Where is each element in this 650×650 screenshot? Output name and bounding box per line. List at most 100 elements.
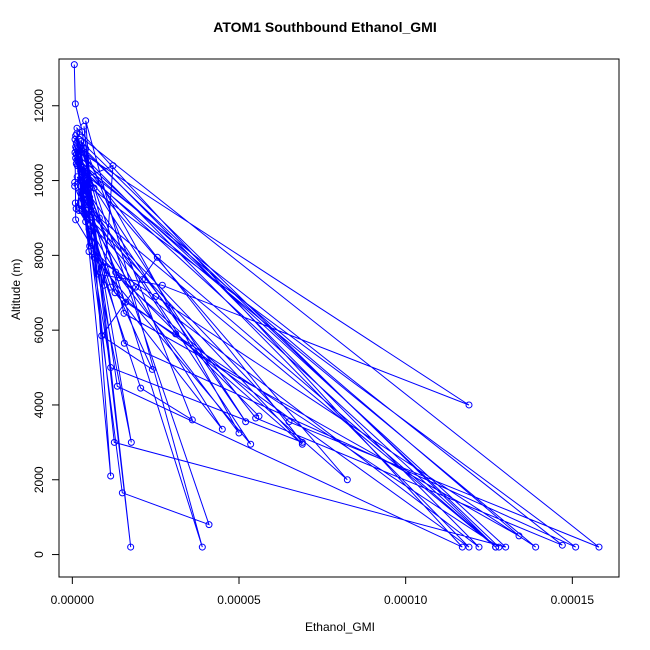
data-point xyxy=(78,173,86,181)
y-tick-label: 10000 xyxy=(32,164,46,198)
data-point xyxy=(79,195,87,203)
data-point xyxy=(188,416,196,424)
data-point xyxy=(255,412,263,420)
data-point xyxy=(148,365,156,373)
data-point xyxy=(572,543,580,551)
data-point xyxy=(83,188,91,196)
data-point xyxy=(82,210,90,218)
data-point xyxy=(343,476,351,484)
data-point xyxy=(88,233,96,241)
data-point xyxy=(72,139,80,147)
data-point xyxy=(78,206,86,214)
data-point xyxy=(595,543,603,551)
data-point xyxy=(138,276,146,284)
data-point xyxy=(77,143,85,151)
data-point xyxy=(73,124,81,132)
data-point xyxy=(93,270,101,278)
data-point xyxy=(285,418,293,426)
data-point xyxy=(107,283,115,291)
data-point xyxy=(118,489,126,497)
series-lines xyxy=(73,64,600,548)
data-point xyxy=(122,298,130,306)
data-point xyxy=(132,283,140,291)
data-point xyxy=(83,206,91,214)
data-point xyxy=(70,61,78,69)
y-axis: 0 2000 4000 6000 8000 10000 12000 xyxy=(32,89,60,558)
data-point xyxy=(100,281,108,289)
data-point xyxy=(120,309,128,317)
data-point xyxy=(515,532,523,540)
data-point xyxy=(83,180,91,188)
x-tick-label: 0.00015 xyxy=(551,593,595,607)
data-point xyxy=(95,214,103,222)
y-tick-label: 0 xyxy=(32,551,46,558)
data-point xyxy=(127,438,135,446)
x-tick-label: 0.00010 xyxy=(384,593,428,607)
data-point xyxy=(120,339,128,347)
data-point xyxy=(80,169,88,177)
data-point xyxy=(71,178,79,186)
data-point xyxy=(198,543,206,551)
data-point xyxy=(82,117,90,125)
data-point xyxy=(158,281,166,289)
x-axis: 0.00000 0.00005 0.00010 0.00015 xyxy=(51,576,595,607)
data-point xyxy=(85,201,93,209)
plot-frame xyxy=(58,58,620,578)
data-point xyxy=(72,150,80,158)
chart-title: ATOM1 Southbound Ethanol_GMI xyxy=(213,19,437,35)
data-point xyxy=(137,384,145,392)
x-tick-label: 0.00000 xyxy=(51,593,95,607)
data-point xyxy=(252,414,260,422)
data-point xyxy=(109,162,117,170)
data-point xyxy=(465,543,473,551)
data-point xyxy=(247,440,255,448)
data-point xyxy=(492,543,500,551)
data-point xyxy=(152,292,160,300)
data-point xyxy=(502,543,510,551)
data-point xyxy=(71,100,79,108)
data-point xyxy=(112,268,120,276)
data-point xyxy=(298,440,306,448)
data-point xyxy=(127,543,135,551)
data-point xyxy=(242,418,250,426)
data-point xyxy=(74,147,82,155)
data-point xyxy=(115,274,123,282)
data-point xyxy=(90,184,98,192)
x-axis-label: Ethanol_GMI xyxy=(304,620,376,634)
data-point xyxy=(71,182,79,190)
data-point xyxy=(98,332,106,340)
data-point xyxy=(475,543,483,551)
data-point xyxy=(218,425,226,433)
data-point xyxy=(205,521,213,529)
data-point xyxy=(90,253,98,261)
data-point xyxy=(82,167,90,175)
data-point xyxy=(75,206,83,214)
data-point xyxy=(82,218,90,226)
data-point xyxy=(113,382,121,390)
data-point xyxy=(111,289,119,297)
data-point xyxy=(458,543,466,551)
data-point xyxy=(71,135,79,143)
series-points xyxy=(70,61,603,551)
data-point xyxy=(172,330,180,338)
data-point xyxy=(72,216,80,224)
data-point xyxy=(465,401,473,409)
data-point xyxy=(73,173,81,181)
data-point xyxy=(532,543,540,551)
y-tick-label: 4000 xyxy=(32,391,46,418)
y-tick-label: 2000 xyxy=(32,466,46,493)
data-point xyxy=(73,162,81,170)
data-point xyxy=(85,225,93,233)
y-tick-label: 8000 xyxy=(32,242,46,269)
data-point xyxy=(76,188,84,196)
y-tick-label: 6000 xyxy=(32,316,46,343)
data-point xyxy=(86,242,94,250)
data-point xyxy=(71,199,79,207)
data-point xyxy=(495,543,503,551)
data-point xyxy=(153,253,161,261)
data-point xyxy=(298,438,306,446)
data-point xyxy=(558,541,566,549)
data-point xyxy=(107,472,115,480)
data-point xyxy=(83,169,91,177)
